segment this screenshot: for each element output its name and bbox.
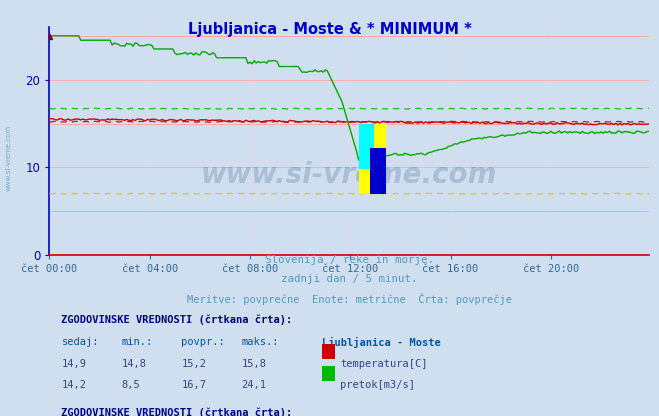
Text: Slovenija / reke in morje.: Slovenija / reke in morje.: [265, 255, 434, 265]
Text: ZGODOVINSKE VREDNOSTI (črtkana črta):: ZGODOVINSKE VREDNOSTI (črtkana črta):: [61, 407, 293, 416]
Text: Ljubljanica - Moste: Ljubljanica - Moste: [322, 337, 441, 348]
Text: Meritve: povprečne  Enote: metrične  Črta: povprečje: Meritve: povprečne Enote: metrične Črta:…: [186, 293, 512, 305]
Text: zadnji dan / 5 minut.: zadnji dan / 5 minut.: [281, 274, 418, 284]
Text: sedaj:: sedaj:: [61, 337, 99, 347]
Text: ZGODOVINSKE VREDNOSTI (črtkana črta):: ZGODOVINSKE VREDNOSTI (črtkana črta):: [61, 314, 293, 325]
Text: povpr.:: povpr.:: [181, 337, 225, 347]
Text: 14,2: 14,2: [61, 381, 86, 391]
Text: 15,2: 15,2: [181, 359, 206, 369]
Text: min.:: min.:: [121, 337, 153, 347]
Text: www.si-vreme.com: www.si-vreme.com: [201, 161, 498, 189]
Text: 14,9: 14,9: [61, 359, 86, 369]
Text: 8,5: 8,5: [121, 381, 140, 391]
Text: temperatura[C]: temperatura[C]: [340, 359, 428, 369]
Text: pretok[m3/s]: pretok[m3/s]: [340, 381, 415, 391]
Bar: [370, 148, 386, 194]
Text: 16,7: 16,7: [181, 381, 206, 391]
Text: Ljubljanica - Moste & * MINIMUM *: Ljubljanica - Moste & * MINIMUM *: [188, 22, 471, 37]
Text: 15,8: 15,8: [241, 359, 266, 369]
Text: maks.:: maks.:: [241, 337, 279, 347]
Text: www.si-vreme.com: www.si-vreme.com: [5, 125, 12, 191]
Bar: [358, 124, 374, 169]
Bar: [358, 124, 386, 194]
Text: 24,1: 24,1: [241, 381, 266, 391]
Bar: [322, 344, 335, 359]
Text: 14,8: 14,8: [121, 359, 146, 369]
Bar: [322, 366, 335, 381]
